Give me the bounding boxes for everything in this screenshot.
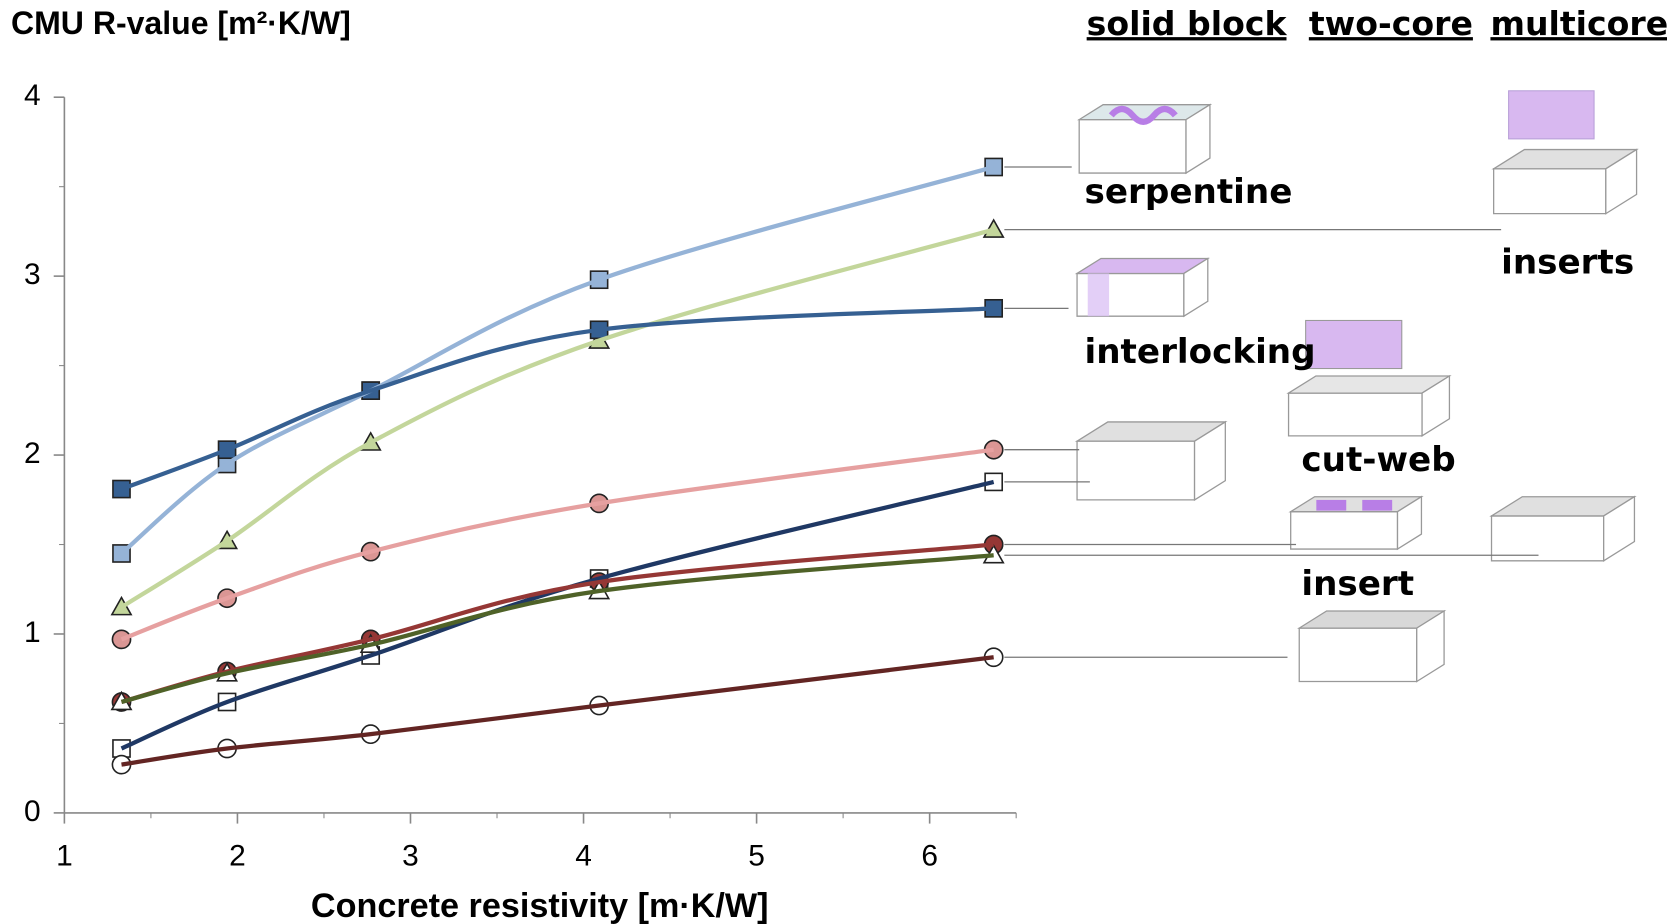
block-side [1298, 627, 1418, 683]
block-end [1605, 148, 1638, 215]
block-side [1290, 511, 1399, 550]
marker [982, 218, 1005, 238]
block-end [1183, 257, 1209, 318]
chart-title: CMU R-value [m²·K/W] [11, 5, 351, 41]
block-end [1396, 495, 1423, 551]
y-tick-label: 3 [24, 258, 41, 291]
series-line [120, 227, 995, 609]
block-illustrations [1074, 90, 1639, 683]
column-header: solid block [1087, 4, 1288, 43]
column-header: multicore [1490, 4, 1667, 43]
insert-shape [1108, 105, 1178, 125]
insert-shape [1305, 319, 1403, 370]
block-end [1421, 374, 1451, 437]
series-label: cut-web [1301, 440, 1455, 480]
x-tick-label: 6 [921, 840, 938, 873]
x-tick-label: 5 [748, 840, 765, 873]
block-side [1078, 118, 1187, 174]
insert-shape [1316, 499, 1347, 511]
y-tick-label: 2 [24, 437, 41, 470]
insert-shape [1508, 90, 1595, 140]
x-tick-label: 2 [229, 840, 246, 873]
insert-shape [1087, 273, 1110, 317]
series-line [120, 164, 995, 556]
series-line [120, 479, 995, 751]
series-line [120, 306, 994, 492]
block-side [1490, 515, 1605, 562]
x-tick-label: 3 [402, 840, 419, 873]
y-tick-label: 1 [24, 616, 41, 649]
block-side [1076, 440, 1196, 501]
block-side [1287, 392, 1423, 437]
insert-shape [1362, 499, 1393, 511]
series-label: inserts [1501, 242, 1634, 282]
x-tick-label: 4 [575, 840, 592, 873]
series-label: insert [1301, 564, 1414, 604]
block-side [1493, 168, 1607, 215]
block-end [1193, 420, 1226, 502]
series-label: interlocking [1085, 332, 1316, 372]
x-tick-label: 1 [56, 840, 73, 873]
series-line [120, 542, 994, 705]
series-line [120, 447, 994, 642]
y-tick-label: 4 [24, 79, 41, 112]
column-header: two-core [1309, 4, 1473, 43]
series-line [121, 655, 994, 767]
block-end [1416, 609, 1445, 683]
block-end [1185, 103, 1211, 175]
x-axis-label: Concrete resistivity [m·K/W] [311, 887, 769, 924]
block-end [1603, 495, 1636, 562]
series-label: serpentine [1085, 172, 1293, 212]
y-tick-label: 0 [24, 795, 41, 828]
series-line [120, 553, 994, 705]
